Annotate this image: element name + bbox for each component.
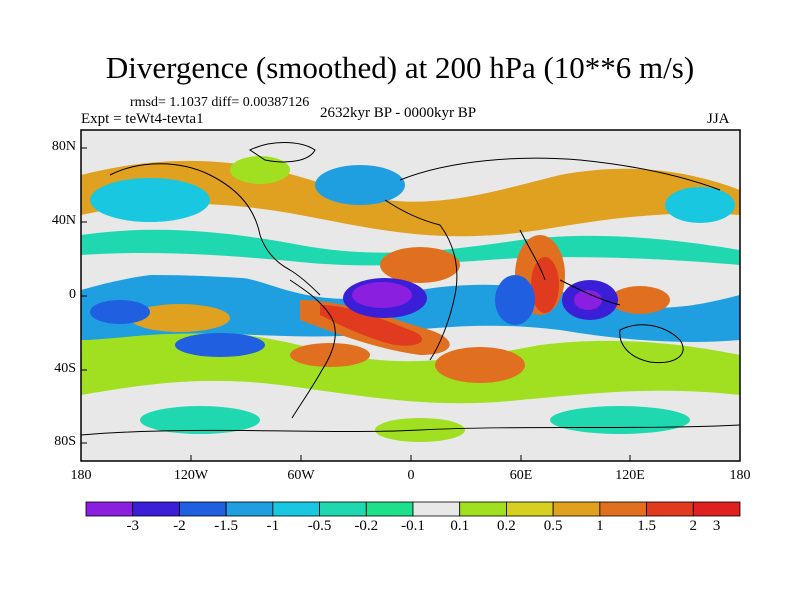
colorbar-box [646, 501, 694, 517]
lat-tick-label: 80N [51, 139, 76, 154]
field-patch [665, 187, 735, 223]
field-core [175, 333, 265, 357]
colorbar-box [599, 501, 647, 517]
colorbar-box [365, 501, 414, 517]
colorbar-label: 0.1 [450, 518, 470, 534]
divergence-field [81, 130, 740, 461]
colorbar-box [506, 501, 554, 517]
lon-tick-label: 180 [70, 468, 92, 483]
colorbar-label: -0.1 [401, 518, 425, 534]
coastline-eurasia [399, 157, 721, 191]
colorbar-box [552, 501, 601, 517]
coastline-india [519, 229, 546, 281]
colorbar-box [319, 501, 367, 517]
coastline-africa [384, 199, 458, 361]
lat-tick-label: 0 [69, 287, 76, 302]
lon-tick-label: 120W [173, 468, 209, 483]
field-patch [90, 178, 210, 222]
field-patch [315, 165, 405, 205]
colorbar-box [85, 501, 134, 517]
colorbar-label: 1.5 [637, 518, 656, 534]
colorbar-label: -1.5 [214, 518, 239, 534]
field-patch [550, 406, 690, 434]
lon-tick-label: 120E [615, 468, 645, 483]
coastline-north-america [109, 163, 321, 296]
season-label: JJA [707, 111, 730, 127]
field-patch [130, 304, 230, 332]
lon-tick-marks [80, 455, 741, 461]
colorbar-label: -0.5 [307, 518, 332, 534]
stats-label: rmsd= 1.1037 diff= 0.00387126 [130, 95, 310, 110]
colorbar-label: 1 [596, 518, 604, 534]
field-patch [380, 247, 460, 283]
colorbar-box [412, 501, 461, 517]
field-patch [435, 347, 525, 383]
colorbar [85, 501, 741, 517]
lon-tick-label: 0 [407, 468, 415, 483]
colorbar-label: -1 [266, 518, 280, 534]
colorbar-box [225, 501, 274, 517]
colorbar-box [179, 501, 227, 517]
field-core [90, 300, 150, 324]
colorbar-box [692, 501, 741, 517]
coastline-australia [619, 324, 684, 364]
colorbar-box [272, 501, 320, 517]
colorbar-box [132, 501, 180, 517]
lon-tick-label: 60W [287, 468, 315, 483]
field-patch [320, 305, 423, 346]
coastlines [81, 142, 740, 436]
map-title: Divergence (smoothed) at 200 hPa (10**6 … [105, 50, 695, 85]
colorbar-label: -3 [126, 518, 139, 534]
experiment-label: Expt = teWt4-tevta1 [81, 111, 204, 127]
colorbar-label: -2 [173, 518, 186, 534]
field-core [495, 275, 535, 325]
field-core [574, 290, 602, 310]
lat-tick-label: 80S [54, 434, 76, 449]
coastline-antarctica [81, 424, 740, 436]
coastline-maritime [559, 279, 621, 306]
colorbar-label: -0.2 [354, 518, 379, 534]
period-label: 2632kyr BP - 0000kyr BP [320, 105, 477, 121]
colorbar-label: 0.5 [543, 518, 563, 534]
colorbar-label: 3 [712, 518, 721, 534]
field-core [352, 282, 412, 308]
lat-tick-marks [81, 147, 87, 444]
colorbar-label: 2 [689, 518, 698, 534]
field-patch [230, 156, 290, 184]
coastline-greenland [249, 142, 316, 163]
field-patch [610, 286, 670, 314]
lat-tick-label: 40S [54, 361, 76, 376]
lon-tick-label: 60E [509, 468, 533, 483]
colorbar-label: 0.2 [497, 518, 516, 534]
lat-tick-label: 40N [51, 213, 76, 228]
colorbar-box [459, 501, 507, 517]
field-patch [140, 406, 260, 434]
coastline-south-america [289, 279, 336, 419]
field-patch [531, 257, 559, 313]
lon-tick-label: 180 [729, 468, 751, 483]
